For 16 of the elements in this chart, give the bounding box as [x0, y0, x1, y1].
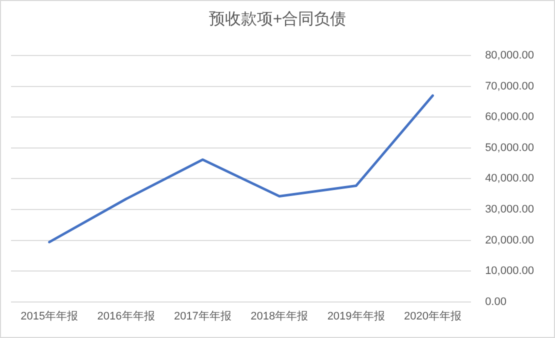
y-tick-label: 30,000.00 — [485, 204, 534, 216]
x-tick-label: 2020年年报 — [404, 310, 462, 322]
x-tick-label: 2017年年报 — [174, 310, 232, 322]
y-tick-label: 10,000.00 — [485, 265, 534, 278]
y-tick-label: 50,000.00 — [485, 142, 534, 154]
x-tick-label: 2019年年报 — [327, 310, 385, 322]
y-tick-label: 70,000.00 — [485, 80, 534, 92]
y-tick-label: 60,000.00 — [485, 111, 534, 124]
y-tick-label: 40,000.00 — [485, 172, 534, 185]
x-tick-label: 2015年年报 — [20, 310, 78, 322]
x-tick-label: 2018年年报 — [250, 310, 308, 322]
y-tick-label: 0.00 — [485, 296, 506, 308]
x-tick-label: 2016年年报 — [97, 310, 155, 322]
chart-title: 预收款项+合同负债 — [208, 10, 348, 30]
y-tick-label: 80,000.00 — [485, 50, 534, 62]
y-tick-label: 20,000.00 — [485, 234, 534, 246]
